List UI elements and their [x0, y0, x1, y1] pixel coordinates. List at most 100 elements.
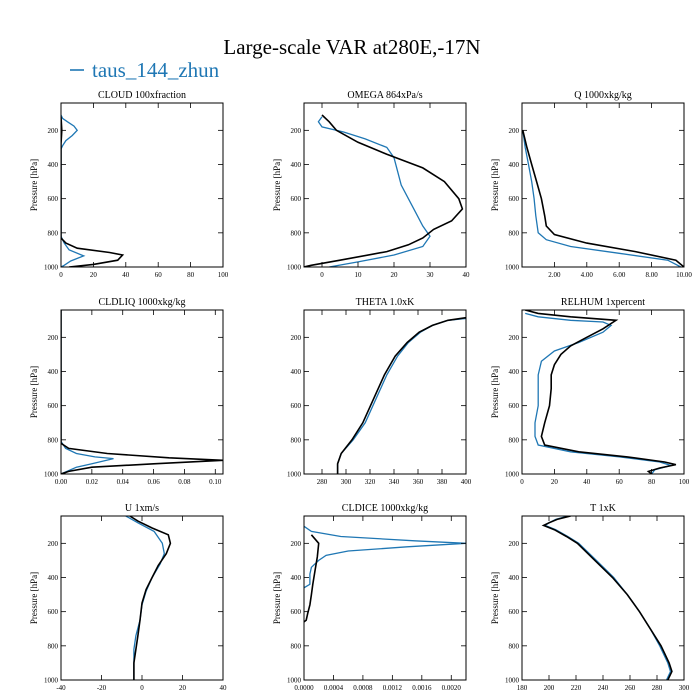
- y-tick-label: 200: [291, 540, 302, 548]
- y-tick-label: 1000: [505, 264, 520, 272]
- y-tick-label: 400: [291, 368, 302, 376]
- x-tick-label: 20: [90, 271, 98, 279]
- y-tick-label: 200: [48, 127, 59, 135]
- y-tick-label: 800: [509, 229, 520, 237]
- y-axis-label: Pressure [hPa]: [272, 572, 282, 624]
- y-tick-label: 800: [509, 436, 520, 444]
- panel-title: THETA 1.0xK: [356, 297, 415, 308]
- y-tick-label: 400: [291, 574, 302, 582]
- y-tick-label: 1000: [287, 677, 302, 685]
- x-tick-label: 100: [679, 478, 690, 486]
- y-tick-label: 1000: [287, 471, 302, 479]
- y-tick-label: 200: [509, 540, 520, 548]
- x-tick-label: 380: [437, 478, 448, 486]
- x-tick-label: 40: [220, 684, 228, 692]
- series-line-reference: [129, 516, 172, 680]
- series-line-reference: [304, 114, 464, 267]
- y-tick-label: 600: [48, 402, 59, 410]
- panel-title: Q 1000xkg/kg: [574, 90, 632, 101]
- panel-9: T 1xK 180 200 220 240 260 280 300 200 400 600 800 10…: [490, 503, 690, 692]
- x-tick-label: 0.00: [55, 478, 68, 486]
- x-tick-label: 40: [583, 478, 591, 486]
- y-tick-label: 800: [291, 642, 302, 650]
- y-tick-label: 200: [291, 334, 302, 342]
- panel-title: U 1xm/s: [125, 503, 159, 514]
- y-tick-label: 600: [48, 608, 59, 616]
- series-line-taus: [304, 525, 466, 589]
- x-tick-label: 80: [187, 271, 195, 279]
- plot-frame: [521, 309, 685, 475]
- panel-title: OMEGA 864xPa/s: [347, 90, 422, 101]
- y-tick-label: 800: [291, 436, 302, 444]
- x-tick-label: 20: [551, 478, 559, 486]
- y-tick-label: 800: [48, 642, 59, 650]
- y-tick-label: 1000: [44, 264, 59, 272]
- plot-frame: [521, 515, 685, 681]
- x-tick-label: 4.00: [581, 271, 594, 279]
- plot-frame: [60, 515, 224, 681]
- y-axis-label: Pressure [hPa]: [272, 159, 282, 211]
- y-tick-label: 600: [291, 608, 302, 616]
- x-tick-label: 320: [365, 478, 376, 486]
- panel-title: CLDICE 1000xkg/kg: [342, 503, 428, 514]
- series-line-taus: [522, 130, 682, 267]
- y-tick-label: 600: [291, 195, 302, 203]
- legend: taus_144_zhun: [70, 58, 220, 82]
- y-tick-label: 200: [291, 127, 302, 135]
- y-tick-label: 800: [509, 642, 520, 650]
- panel-title: CLOUD 100xfraction: [98, 90, 186, 101]
- panel-4: CLDLIQ 1000xkg/kg 0.00 0.02 0.04 0.06 0.08 0.1…: [29, 297, 224, 486]
- panel-2: OMEGA 864xPa/s 0 10 20 30 40 200 400 600 800 1000 P…: [272, 90, 470, 279]
- y-tick-label: 1000: [44, 471, 59, 479]
- legend-label: taus_144_zhun: [92, 58, 220, 82]
- y-tick-label: 600: [509, 608, 520, 616]
- x-tick-label: 20: [179, 684, 187, 692]
- panel-title: RELHUM 1xpercent: [561, 297, 645, 308]
- panel-6: RELHUM 1xpercent 0 20 40 60 80 100 200 400 600 800…: [490, 297, 690, 486]
- x-tick-label: 0.0008: [353, 684, 373, 692]
- panel-7: U 1xm/s -40 -20 0 20 40 200 400 600 800 1000 Pressu…: [29, 503, 227, 692]
- x-tick-label: 280: [317, 478, 328, 486]
- x-tick-label: 6.00: [613, 271, 626, 279]
- plot-frame: [60, 102, 224, 268]
- x-tick-label: 180: [517, 684, 528, 692]
- x-tick-label: 300: [679, 684, 690, 692]
- series-line-taus: [525, 312, 674, 474]
- x-tick-label: 2.00: [548, 271, 561, 279]
- plot-frame: [303, 515, 467, 681]
- x-tick-label: 0.10: [209, 478, 222, 486]
- x-tick-label: 100: [218, 271, 229, 279]
- x-tick-label: -40: [56, 684, 66, 692]
- y-tick-label: 400: [509, 368, 520, 376]
- series-line-taus: [61, 114, 86, 267]
- y-tick-label: 1000: [505, 471, 520, 479]
- x-tick-label: 300: [341, 478, 352, 486]
- x-tick-label: 0.04: [117, 478, 130, 486]
- x-tick-label: 340: [389, 478, 400, 486]
- y-axis-label: Pressure [hPa]: [490, 159, 500, 211]
- series-line-taus: [317, 116, 431, 267]
- x-tick-label: 10: [355, 271, 363, 279]
- panel-title: CLDLIQ 1000xkg/kg: [99, 297, 186, 308]
- y-tick-label: 400: [48, 368, 59, 376]
- y-tick-label: 600: [509, 195, 520, 203]
- y-tick-label: 200: [509, 127, 520, 135]
- panels: CLOUD 100xfraction 0 20 40 60 80 100 200 400 600 8…: [29, 90, 692, 692]
- x-tick-label: 0.02: [86, 478, 99, 486]
- plot-frame: [521, 102, 685, 268]
- y-tick-label: 400: [509, 574, 520, 582]
- x-tick-label: 0.06: [147, 478, 160, 486]
- y-tick-label: 200: [48, 334, 59, 342]
- series-line-taus: [543, 516, 672, 680]
- figure-title: Large-scale VAR at280E,-17N: [223, 35, 480, 59]
- x-tick-label: 0: [59, 271, 63, 279]
- y-axis-label: Pressure [hPa]: [29, 572, 39, 624]
- y-tick-label: 400: [48, 574, 59, 582]
- y-tick-label: 200: [48, 540, 59, 548]
- x-tick-label: 0.0004: [324, 684, 344, 692]
- x-tick-label: 60: [616, 478, 624, 486]
- y-tick-label: 800: [48, 436, 59, 444]
- plot-frame: [60, 309, 224, 475]
- y-tick-label: 400: [291, 161, 302, 169]
- x-tick-label: 280: [652, 684, 663, 692]
